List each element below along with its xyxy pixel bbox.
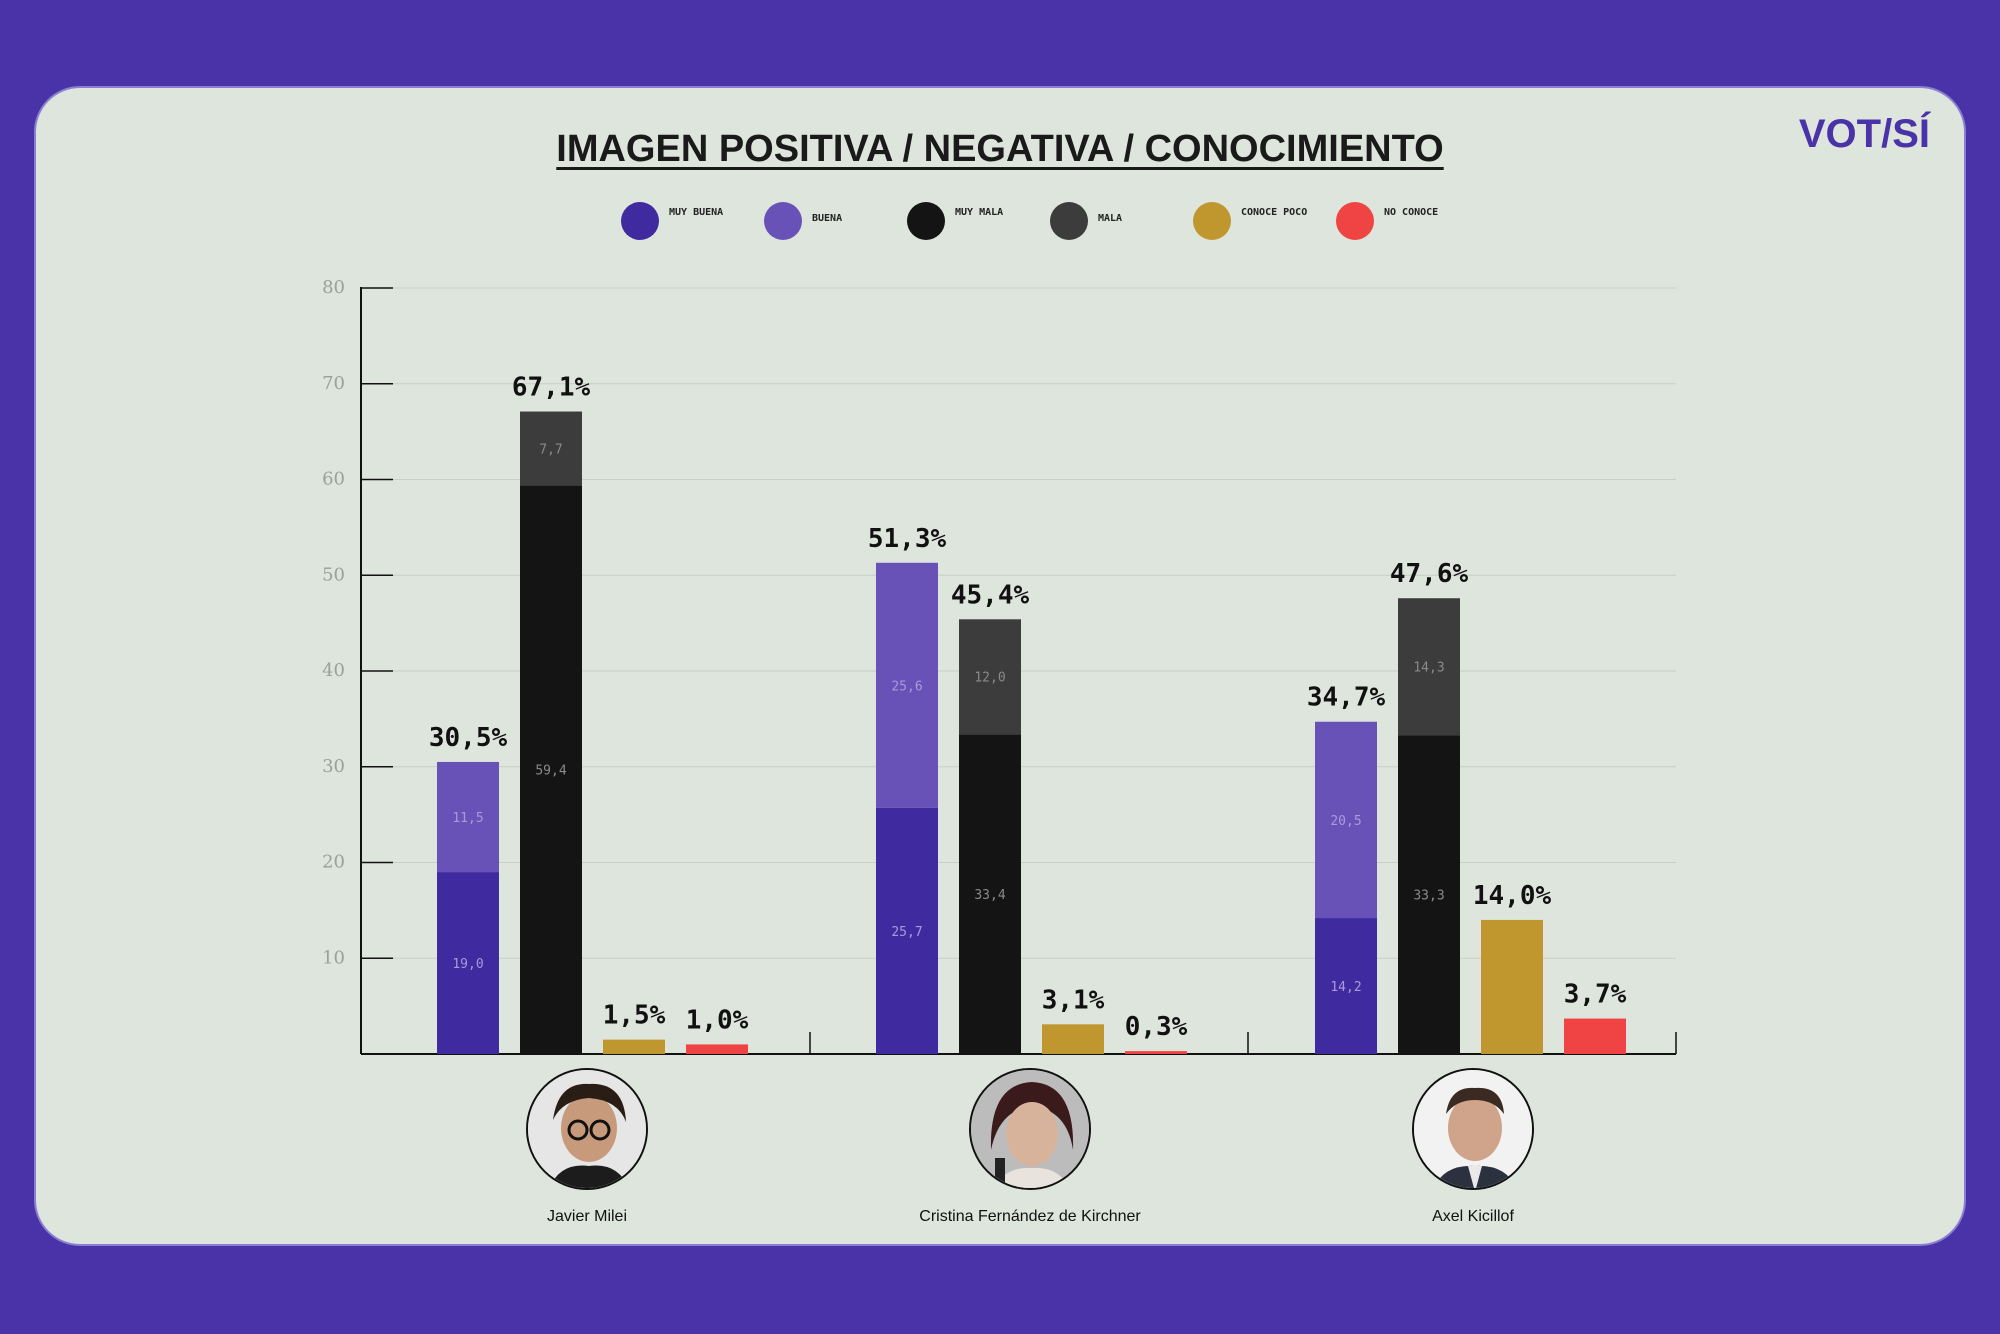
- legend-label: BUENA: [812, 213, 843, 224]
- bar-segment-mala: [1398, 598, 1460, 736]
- portrait-icon: [1414, 1070, 1532, 1188]
- legend-label: NO CONOCE: [1384, 207, 1439, 218]
- segment-value-label: 20,5: [1330, 814, 1361, 829]
- legend-swatch: [1193, 202, 1231, 240]
- bar-total-label: 1,0%: [686, 1005, 749, 1035]
- candidate-name: Cristina Fernández de Kirchner: [919, 1208, 1141, 1225]
- bar-segment-no-conoce: [686, 1044, 748, 1054]
- portrait-icon: [971, 1070, 1089, 1188]
- legend-label: MUY MALA: [955, 207, 1004, 218]
- bar-segment-no-conoce: [1564, 1018, 1626, 1054]
- chart-title: IMAGEN POSITIVA / NEGATIVA / CONOCIMIENT…: [556, 128, 1444, 170]
- avatar-cristina-fernandez: [969, 1068, 1091, 1190]
- segment-value-label: 14,3: [1413, 661, 1444, 676]
- bar-segment-muy-mala: [1398, 735, 1460, 1054]
- bar-segment-muy-mala: [520, 485, 582, 1054]
- votosi-logo: VOT/SÍ: [1798, 112, 1930, 156]
- bar-total-label: 1,5%: [603, 1001, 666, 1031]
- segment-value-label: 59,4: [535, 764, 566, 779]
- segment-value-label: 25,7: [891, 925, 922, 940]
- bar-segment-muy-buena: [876, 807, 938, 1054]
- bar-total-label: 14,0%: [1473, 881, 1552, 911]
- bar-segment-mala: [520, 411, 582, 486]
- bar-segment-buena: [437, 761, 499, 873]
- bar-segment-muy-mala: [959, 734, 1021, 1054]
- avatar-javier-milei: [526, 1068, 648, 1190]
- candidate-name: Javier Milei: [546, 1208, 627, 1225]
- segment-value-label: 33,4: [974, 888, 1005, 903]
- bar-total-label: 3,1%: [1042, 985, 1105, 1015]
- y-tick-label: 80: [322, 277, 345, 298]
- bar-segment-no-conoce: [1125, 1051, 1187, 1054]
- avatar-axel-kicillof: [1412, 1068, 1534, 1190]
- bar-segment-conoce-poco: [1481, 919, 1543, 1054]
- legend-swatch: [621, 202, 659, 240]
- bar-total-label: 67,1%: [512, 373, 591, 403]
- y-tick-label: 10: [322, 947, 345, 968]
- y-tick-label: 60: [322, 469, 345, 490]
- bar-segment-conoce-poco: [1042, 1024, 1104, 1054]
- segment-value-label: 11,5: [452, 811, 483, 826]
- bar-segment-conoce-poco: [603, 1039, 665, 1054]
- y-tick-label: 50: [322, 564, 345, 585]
- legend-label: CONOCE POCO: [1241, 207, 1308, 218]
- y-tick-label: 70: [322, 373, 345, 394]
- segment-value-label: 25,6: [891, 679, 922, 694]
- legend-label: MUY BUENA: [669, 207, 724, 218]
- bar-total-label: 45,4%: [951, 580, 1030, 610]
- portrait-icon: [528, 1070, 646, 1188]
- legend-label: MALA: [1098, 213, 1123, 224]
- segment-value-label: 7,7: [539, 442, 562, 457]
- candidate-name: Axel Kicillof: [1432, 1208, 1514, 1225]
- y-tick-label: 30: [322, 756, 345, 777]
- bar-segment-buena: [1315, 721, 1377, 919]
- y-tick-label: 40: [322, 660, 345, 681]
- bar-total-label: 3,7%: [1564, 980, 1627, 1010]
- bar-segment-mala: [959, 619, 1021, 735]
- bar-total-label: 34,7%: [1307, 683, 1386, 713]
- y-tick-label: 20: [322, 852, 345, 873]
- bar-segment-buena: [876, 562, 938, 808]
- bar-total-label: 51,3%: [868, 524, 947, 554]
- bar-total-label: 0,3%: [1125, 1012, 1188, 1042]
- segment-value-label: 19,0: [452, 957, 483, 972]
- legend-swatch: [1336, 202, 1374, 240]
- legend-swatch: [1050, 202, 1088, 240]
- bar-segment-muy-buena: [1315, 918, 1377, 1054]
- segment-value-label: 33,3: [1413, 889, 1444, 904]
- legend-swatch: [907, 202, 945, 240]
- segment-value-label: 14,2: [1330, 980, 1361, 995]
- bar-total-label: 47,6%: [1390, 559, 1469, 589]
- segment-value-label: 12,0: [974, 671, 1005, 686]
- bar-total-label: 30,5%: [429, 723, 508, 753]
- legend-swatch: [764, 202, 802, 240]
- bar-segment-muy-buena: [437, 872, 499, 1054]
